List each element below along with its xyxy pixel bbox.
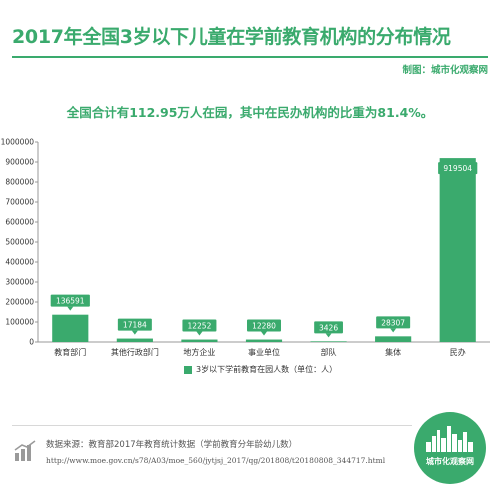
x-tick-label: 其他行政部门 xyxy=(111,347,159,357)
data-label-box xyxy=(182,319,217,332)
data-label: 12252 xyxy=(187,322,211,331)
x-tick-label: 民办 xyxy=(450,347,466,357)
title-divider xyxy=(12,56,488,58)
y-tick-label: 600000 xyxy=(5,218,34,227)
site-logo: 城市化观察网 xyxy=(414,412,486,484)
bar xyxy=(181,339,218,342)
data-label: 3426 xyxy=(319,323,338,332)
x-tick-label: 事业单位 xyxy=(248,347,280,357)
bar xyxy=(375,336,412,342)
chart-credit: 制图：城市化观察网 xyxy=(402,65,488,76)
data-label-pointer xyxy=(196,331,203,336)
bar xyxy=(52,314,89,342)
bar xyxy=(310,341,347,342)
bar-chart-icon xyxy=(14,440,36,461)
source-url[interactable]: http://www.moe.gov.cn/s78/A03/moe_560/jy… xyxy=(46,456,386,465)
data-label-pointer xyxy=(390,328,397,333)
x-tick-label: 教育部门 xyxy=(54,347,86,357)
y-tick-label: 800000 xyxy=(5,178,34,187)
data-label-pointer xyxy=(325,333,332,338)
data-label: 136591 xyxy=(56,297,85,306)
skyline-icon xyxy=(426,426,473,452)
y-tick-label: 100000 xyxy=(5,318,34,327)
x-tick-label: 部队 xyxy=(321,347,337,357)
y-tick-label: 700000 xyxy=(5,198,34,207)
bar-chart: 0 100000 200000 300000 400000 500000 600000 700… xyxy=(1,138,490,357)
legend-swatch xyxy=(184,365,192,374)
y-tick-label: 900000 xyxy=(5,158,34,167)
data-source: 数据来源：教育部2017年教育统计数据（学前教育分年龄幼儿数） http://w… xyxy=(46,438,385,468)
x-tick-label: 集体 xyxy=(385,347,401,357)
data-label-pointer xyxy=(67,306,74,311)
data-label-box xyxy=(50,294,90,307)
data-label: 919504 xyxy=(443,164,472,173)
chart-title: 2017年全国3岁以下儿童在学前教育机构的分布情况 xyxy=(12,26,451,48)
source-label: 数据来源：教育部2017年教育统计数据（学前教育分年龄幼儿数） xyxy=(46,440,298,450)
legend-label: 3岁以下学前教育在园人数（单位：人） xyxy=(196,365,338,374)
y-tick-label: 300000 xyxy=(5,278,34,287)
data-label-box xyxy=(376,316,411,329)
bar xyxy=(245,339,283,342)
data-label: 17184 xyxy=(123,321,147,330)
data-label: 12280 xyxy=(252,322,276,331)
data-label-box xyxy=(314,321,343,334)
logo-text: 城市化观察网 xyxy=(426,457,474,466)
chart-legend: 3岁以下学前教育在园人数（单位：人） xyxy=(184,364,337,375)
y-tick-label: 0 xyxy=(29,338,34,347)
data-label-pointer xyxy=(131,330,138,335)
y-tick-label: 400000 xyxy=(5,258,34,267)
y-tick-label: 200000 xyxy=(5,298,34,307)
data-label-box xyxy=(438,162,478,175)
data-label-pointer xyxy=(261,331,267,336)
data-label: 28307 xyxy=(381,318,405,327)
x-tick-label: 地方企业 xyxy=(183,347,215,357)
y-tick-label: 1000000 xyxy=(1,138,35,147)
footer-divider xyxy=(12,425,412,426)
data-label-box xyxy=(247,319,281,332)
data-label-box xyxy=(117,318,152,331)
bar xyxy=(439,158,476,342)
bar xyxy=(116,338,153,342)
y-tick-label: 500000 xyxy=(5,238,34,247)
summary-text: 全国合计有112.95万人在园，其中在民办机构的比重为81.4%。 xyxy=(66,105,434,120)
